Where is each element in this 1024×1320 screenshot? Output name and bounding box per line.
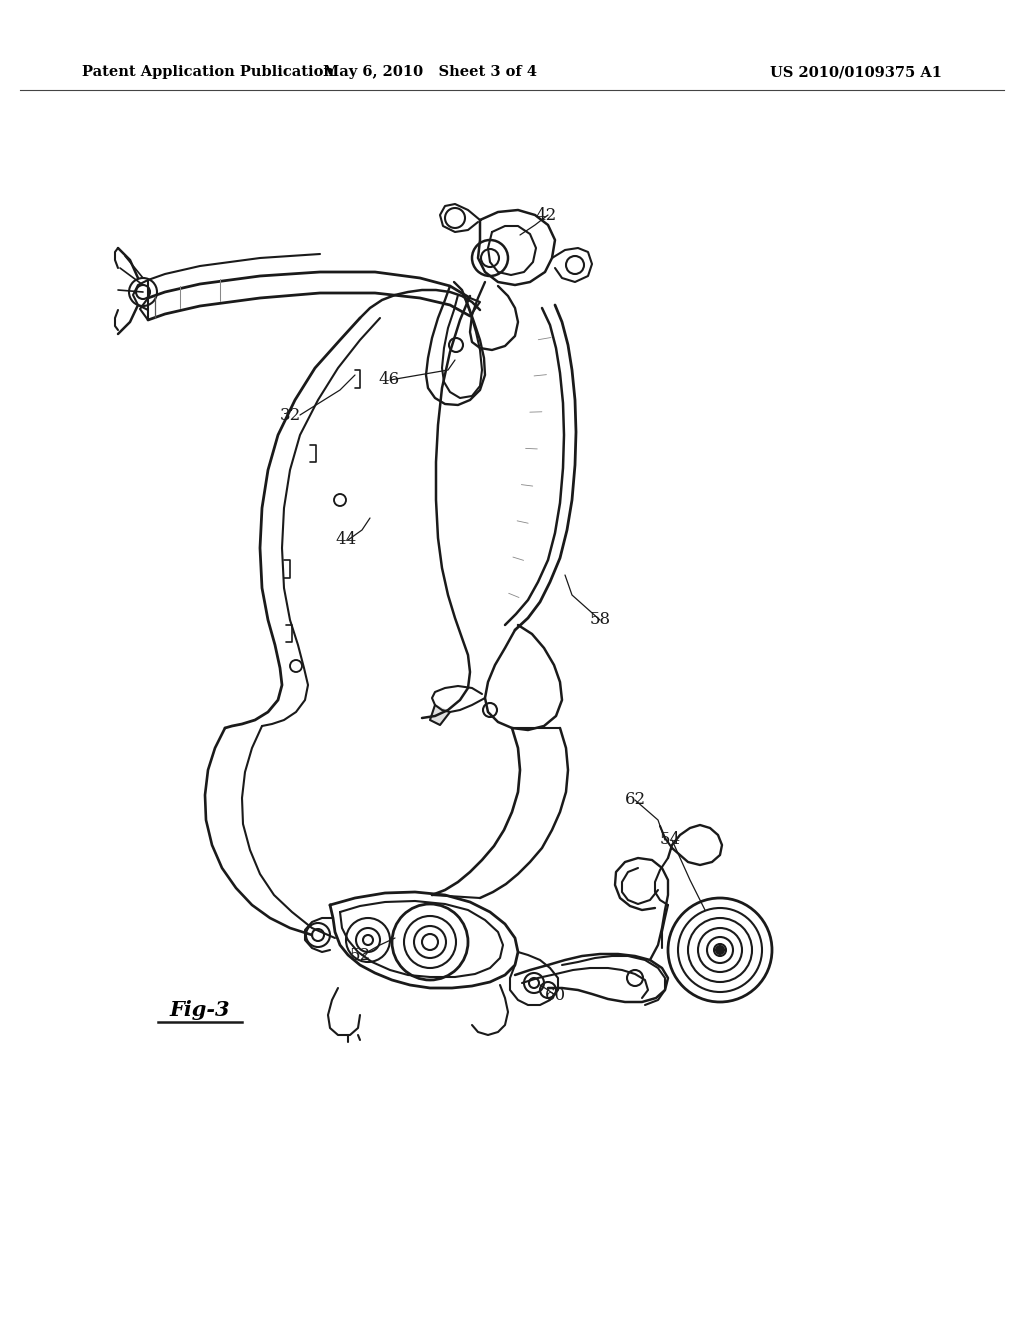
Text: US 2010/0109375 A1: US 2010/0109375 A1 <box>770 65 942 79</box>
Circle shape <box>716 946 724 954</box>
Text: 54: 54 <box>660 832 681 849</box>
Text: Fig-3: Fig-3 <box>170 1001 230 1020</box>
Text: 32: 32 <box>280 407 301 424</box>
Text: 58: 58 <box>590 611 611 628</box>
Text: 42: 42 <box>535 206 556 223</box>
Text: 44: 44 <box>335 532 356 549</box>
Text: 46: 46 <box>378 371 399 388</box>
Polygon shape <box>430 705 450 725</box>
Text: 62: 62 <box>625 792 646 808</box>
Text: Patent Application Publication: Patent Application Publication <box>82 65 334 79</box>
Text: 52: 52 <box>350 946 371 964</box>
Text: May 6, 2010   Sheet 3 of 4: May 6, 2010 Sheet 3 of 4 <box>323 65 537 79</box>
Text: 60: 60 <box>545 986 566 1003</box>
